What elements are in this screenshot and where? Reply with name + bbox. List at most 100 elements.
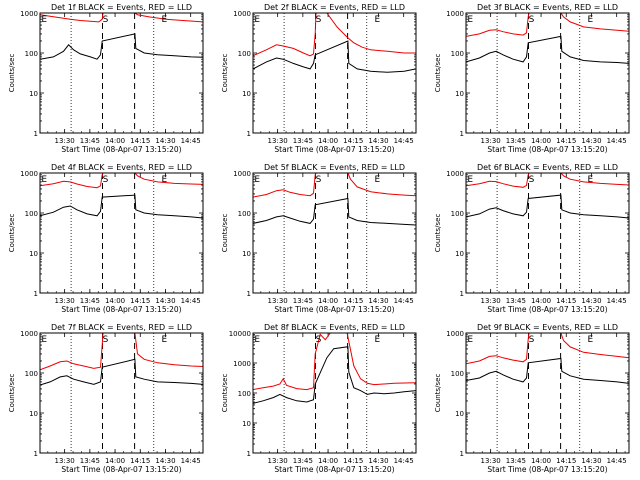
x-tick-label: 13:30 [55, 137, 75, 145]
y-tick-label: 100 [451, 50, 464, 58]
panel-det-5: Det 5f BLACK = Events, RED = LLD 1 10 100 10… [221, 163, 417, 314]
y-axis-label: Counts/sec [8, 374, 16, 413]
plot-frame [39, 12, 204, 134]
x-tick-label: 14:30 [155, 297, 175, 305]
x-axis: 13:30 13:45 14:00 14:15 14:30 14:45 [260, 13, 414, 145]
marker-label-e: E [254, 175, 260, 185]
x-tick-label: 14:00 [318, 457, 338, 465]
x-tick-label: 14:45 [607, 137, 627, 145]
marker-label-e: E [588, 15, 594, 25]
series-line-events [40, 194, 203, 219]
series-line-events [466, 357, 629, 384]
y-axis-label: Counts/sec [221, 214, 229, 253]
x-tick-label: 13:30 [268, 457, 288, 465]
x-axis: 13:30 13:45 14:00 14:15 14:30 14:45 [47, 333, 201, 465]
x-tick-label: 14:30 [368, 457, 388, 465]
y-axis-label: Counts/sec [8, 54, 16, 93]
marker-label-e: E [162, 15, 168, 25]
x-tick-label: 14:00 [105, 297, 125, 305]
x-axis: 13:30 13:45 14:00 14:15 14:30 14:45 [473, 173, 627, 305]
x-tick-label: 13:45 [80, 137, 100, 145]
panel-title: Det 5f BLACK = Events, RED = LLD [264, 163, 405, 172]
y-tick-label: 10 [455, 250, 464, 258]
x-tick-label: 14:15 [343, 457, 363, 465]
x-axis: 13:30 13:45 14:00 14:15 14:30 14:45 [47, 13, 201, 145]
panel-det-7: Det 7f BLACK = Events, RED = LLD 1 10 100 10… [8, 323, 204, 474]
y-tick-label: 100 [238, 210, 251, 218]
plot-frame [252, 172, 417, 294]
y-tick-label: 1 [247, 130, 251, 138]
y-tick-label: 10 [455, 410, 464, 418]
y-tick-label: 1 [247, 290, 251, 298]
marker-label-e: E [375, 15, 381, 25]
x-tick-label: 14:15 [556, 137, 576, 145]
x-axis-label: Start Time (08-Apr-07 13:15:20) [274, 465, 394, 474]
y-axis: 1 10 100 1000 [233, 170, 416, 298]
x-tick-label: 14:15 [556, 457, 576, 465]
series-line-lld [253, 333, 416, 391]
series-line-lld [466, 333, 629, 365]
x-axis: 13:30 13:45 14:00 14:15 14:30 14:45 [260, 173, 414, 305]
x-tick-label: 14:30 [581, 297, 601, 305]
marker-label-s: S [316, 335, 322, 345]
x-tick-label: 13:30 [268, 137, 288, 145]
x-tick-label: 14:45 [181, 457, 201, 465]
y-axis-label: Counts/sec [434, 374, 442, 413]
x-tick-label: 13:45 [80, 457, 100, 465]
y-axis: 1 10 100 1000 [446, 330, 629, 458]
series-line-events [40, 33, 203, 60]
x-tick-label: 14:45 [181, 137, 201, 145]
series-line-lld [253, 13, 416, 57]
panel-title: Det 9f BLACK = Events, RED = LLD [477, 323, 618, 332]
y-tick-label: 1000 [446, 10, 464, 18]
y-tick-label: 1000 [446, 170, 464, 178]
marker-label-e: E [41, 335, 47, 345]
marker-label-s: S [529, 15, 535, 25]
x-tick-label: 14:15 [343, 137, 363, 145]
y-tick-label: 1 [34, 290, 38, 298]
x-tick-label: 14:30 [368, 137, 388, 145]
y-tick-label: 1000 [233, 360, 251, 368]
y-axis-label: Counts/sec [434, 214, 442, 253]
marker-label-e: E [588, 335, 594, 345]
series-line-lld [40, 333, 203, 371]
y-tick-label: 1000 [20, 330, 38, 338]
y-tick-label: 10 [242, 90, 251, 98]
x-tick-label: 14:45 [607, 297, 627, 305]
y-tick-label: 10 [455, 90, 464, 98]
series-line-lld [466, 13, 629, 37]
series-line-events [466, 194, 629, 219]
x-tick-label: 14:15 [130, 297, 150, 305]
y-tick-label: 10 [29, 250, 38, 258]
x-axis-label: Start Time (08-Apr-07 13:15:20) [487, 305, 607, 314]
marker-label-s: S [529, 175, 535, 185]
marker-label-e: E [41, 175, 47, 185]
panel-det-8: Det 8f BLACK = Events, RED = LLD 1 10 100 10… [221, 323, 417, 474]
x-axis-label: Start Time (08-Apr-07 13:15:20) [61, 465, 181, 474]
x-tick-label: 13:30 [268, 297, 288, 305]
plot-frame [39, 332, 204, 454]
marker-label-e: E [467, 335, 473, 345]
y-tick-label: 100 [25, 50, 38, 58]
x-tick-label: 13:45 [80, 297, 100, 305]
marker-label-s: S [103, 335, 109, 345]
marker-label-e: E [467, 175, 473, 185]
x-axis-label: Start Time (08-Apr-07 13:15:20) [274, 305, 394, 314]
marker-label-e: E [588, 175, 594, 185]
x-axis-label: Start Time (08-Apr-07 13:15:20) [487, 465, 607, 474]
x-tick-label: 14:00 [531, 137, 551, 145]
panel-det-9: Det 9f BLACK = Events, RED = LLD 1 10 100 10… [434, 323, 630, 474]
x-axis-label: Start Time (08-Apr-07 13:15:20) [61, 305, 181, 314]
x-tick-label: 14:00 [105, 137, 125, 145]
y-tick-label: 1 [247, 450, 251, 458]
panel-title: Det 1f BLACK = Events, RED = LLD [51, 3, 192, 12]
y-tick-label: 1 [460, 290, 464, 298]
marker-label-s: S [316, 175, 322, 185]
y-tick-label: 100 [25, 210, 38, 218]
marker-label-s: S [103, 175, 109, 185]
marker-label-e: E [254, 15, 260, 25]
x-tick-label: 14:45 [181, 297, 201, 305]
x-tick-label: 14:15 [130, 137, 150, 145]
series-line-lld [40, 173, 203, 189]
